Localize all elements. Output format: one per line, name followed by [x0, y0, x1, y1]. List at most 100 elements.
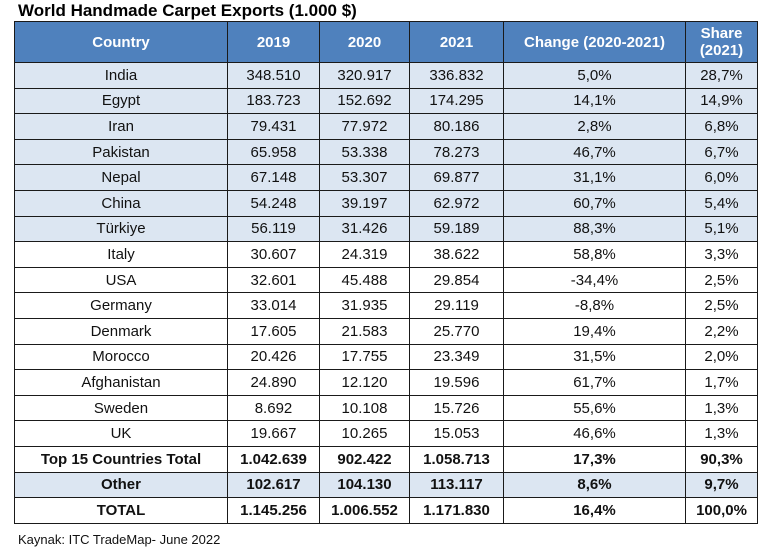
- header-share: Share (2021): [685, 21, 758, 63]
- header-share-line1: Share: [700, 25, 743, 42]
- table-row: Pakistan 65.958 53.338 78.273 46,7% 6,7%: [14, 138, 758, 166]
- source-note: Kaynak: ITC TradeMap- June 2022: [18, 532, 221, 547]
- cell-change: 16,4%: [503, 497, 686, 524]
- cell-2019: 8.692: [227, 394, 320, 422]
- cell-2021: 174.295: [409, 87, 504, 115]
- cell-2019: 1.042.639: [227, 445, 320, 473]
- cell-change: 17,3%: [503, 445, 686, 473]
- cell-2019: 183.723: [227, 87, 320, 115]
- header-2021: 2021: [409, 21, 504, 63]
- cell-share: 1,7%: [685, 369, 758, 396]
- cell-2020: 53.307: [319, 164, 410, 191]
- header-change: Change (2020-2021): [503, 21, 686, 63]
- cell-2020: 39.197: [319, 189, 410, 217]
- cell-2021: 59.189: [409, 215, 504, 243]
- cell-country: Morocco: [14, 343, 228, 371]
- cell-change: 31,1%: [503, 164, 686, 191]
- cell-country: Sweden: [14, 394, 228, 422]
- cell-country: India: [14, 62, 228, 89]
- cell-change: 88,3%: [503, 215, 686, 243]
- cell-country: Nepal: [14, 164, 228, 191]
- cell-2021: 336.832: [409, 62, 504, 89]
- table-row: Italy 30.607 24.319 38.622 58,8% 3,3%: [14, 241, 758, 268]
- table-row: Sweden 8.692 10.108 15.726 55,6% 1,3%: [14, 394, 758, 422]
- cell-share: 2,0%: [685, 343, 758, 371]
- cell-2019: 102.617: [227, 471, 320, 499]
- table-row: China 54.248 39.197 62.972 60,7% 5,4%: [14, 189, 758, 217]
- table-row: Türkiye 56.119 31.426 59.189 88,3% 5,1%: [14, 215, 758, 243]
- cell-2020: 31.935: [319, 292, 410, 319]
- cell-2019: 30.607: [227, 241, 320, 268]
- cell-share: 1,3%: [685, 420, 758, 447]
- cell-2020: 104.130: [319, 471, 410, 499]
- cell-country: Afghanistan: [14, 369, 228, 396]
- cell-change: 61,7%: [503, 369, 686, 396]
- cell-2020: 17.755: [319, 343, 410, 371]
- table-row: India 348.510 320.917 336.832 5,0% 28,7%: [14, 62, 758, 89]
- cell-2020: 45.488: [319, 266, 410, 294]
- cell-country: TOTAL: [14, 497, 228, 524]
- header-2019: 2019: [227, 21, 320, 63]
- table-row: Egypt 183.723 152.692 174.295 14,1% 14,9%: [14, 87, 758, 115]
- carpet-exports-table: Country 2019 2020 2021 Change (2020-2021…: [14, 21, 758, 524]
- cell-2020: 10.108: [319, 394, 410, 422]
- cell-change: 55,6%: [503, 394, 686, 422]
- cell-share: 5,4%: [685, 189, 758, 217]
- cell-share: 2,5%: [685, 266, 758, 294]
- cell-2020: 77.972: [319, 113, 410, 140]
- cell-2020: 1.006.552: [319, 497, 410, 524]
- table-row: USA 32.601 45.488 29.854 -34,4% 2,5%: [14, 266, 758, 294]
- cell-change: 46,7%: [503, 138, 686, 166]
- cell-2021: 1.058.713: [409, 445, 504, 473]
- cell-country: Egypt: [14, 87, 228, 115]
- cell-share: 9,7%: [685, 471, 758, 499]
- cell-change: -34,4%: [503, 266, 686, 294]
- cell-2021: 25.770: [409, 317, 504, 345]
- cell-change: 8,6%: [503, 471, 686, 499]
- table-row: Morocco 20.426 17.755 23.349 31,5% 2,0%: [14, 343, 758, 371]
- cell-country: Pakistan: [14, 138, 228, 166]
- cell-2019: 32.601: [227, 266, 320, 294]
- cell-share: 5,1%: [685, 215, 758, 243]
- cell-2021: 69.877: [409, 164, 504, 191]
- cell-2019: 65.958: [227, 138, 320, 166]
- cell-share: 3,3%: [685, 241, 758, 268]
- cell-country: UK: [14, 420, 228, 447]
- cell-2020: 320.917: [319, 62, 410, 89]
- cell-share: 14,9%: [685, 87, 758, 115]
- cell-change: 14,1%: [503, 87, 686, 115]
- cell-share: 6,8%: [685, 113, 758, 140]
- cell-2019: 79.431: [227, 113, 320, 140]
- table-row: Nepal 67.148 53.307 69.877 31,1% 6,0%: [14, 164, 758, 191]
- cell-share: 100,0%: [685, 497, 758, 524]
- cell-change: 5,0%: [503, 62, 686, 89]
- cell-share: 1,3%: [685, 394, 758, 422]
- cell-share: 2,5%: [685, 292, 758, 319]
- total-row: Top 15 Countries Total 1.042.639 902.422 1.…: [14, 445, 758, 473]
- cell-2019: 348.510: [227, 62, 320, 89]
- cell-2020: 152.692: [319, 87, 410, 115]
- cell-2019: 33.014: [227, 292, 320, 319]
- table-row: Denmark 17.605 21.583 25.770 19,4% 2,2%: [14, 317, 758, 345]
- table-title: World Handmade Carpet Exports (1.000 $): [18, 1, 357, 20]
- cell-2020: 31.426: [319, 215, 410, 243]
- cell-2021: 62.972: [409, 189, 504, 217]
- cell-2019: 24.890: [227, 369, 320, 396]
- cell-2021: 23.349: [409, 343, 504, 371]
- cell-share: 2,2%: [685, 317, 758, 345]
- cell-2021: 19.596: [409, 369, 504, 396]
- cell-change: 46,6%: [503, 420, 686, 447]
- cell-change: -8,8%: [503, 292, 686, 319]
- table-row: Iran 79.431 77.972 80.186 2,8% 6,8%: [14, 113, 758, 140]
- cell-change: 2,8%: [503, 113, 686, 140]
- cell-2020: 10.265: [319, 420, 410, 447]
- cell-share: 6,7%: [685, 138, 758, 166]
- cell-country: Germany: [14, 292, 228, 319]
- cell-country: Türkiye: [14, 215, 228, 243]
- cell-change: 31,5%: [503, 343, 686, 371]
- cell-2021: 15.053: [409, 420, 504, 447]
- cell-2019: 20.426: [227, 343, 320, 371]
- cell-country: Top 15 Countries Total: [14, 445, 228, 473]
- cell-2019: 56.119: [227, 215, 320, 243]
- header-2020: 2020: [319, 21, 410, 63]
